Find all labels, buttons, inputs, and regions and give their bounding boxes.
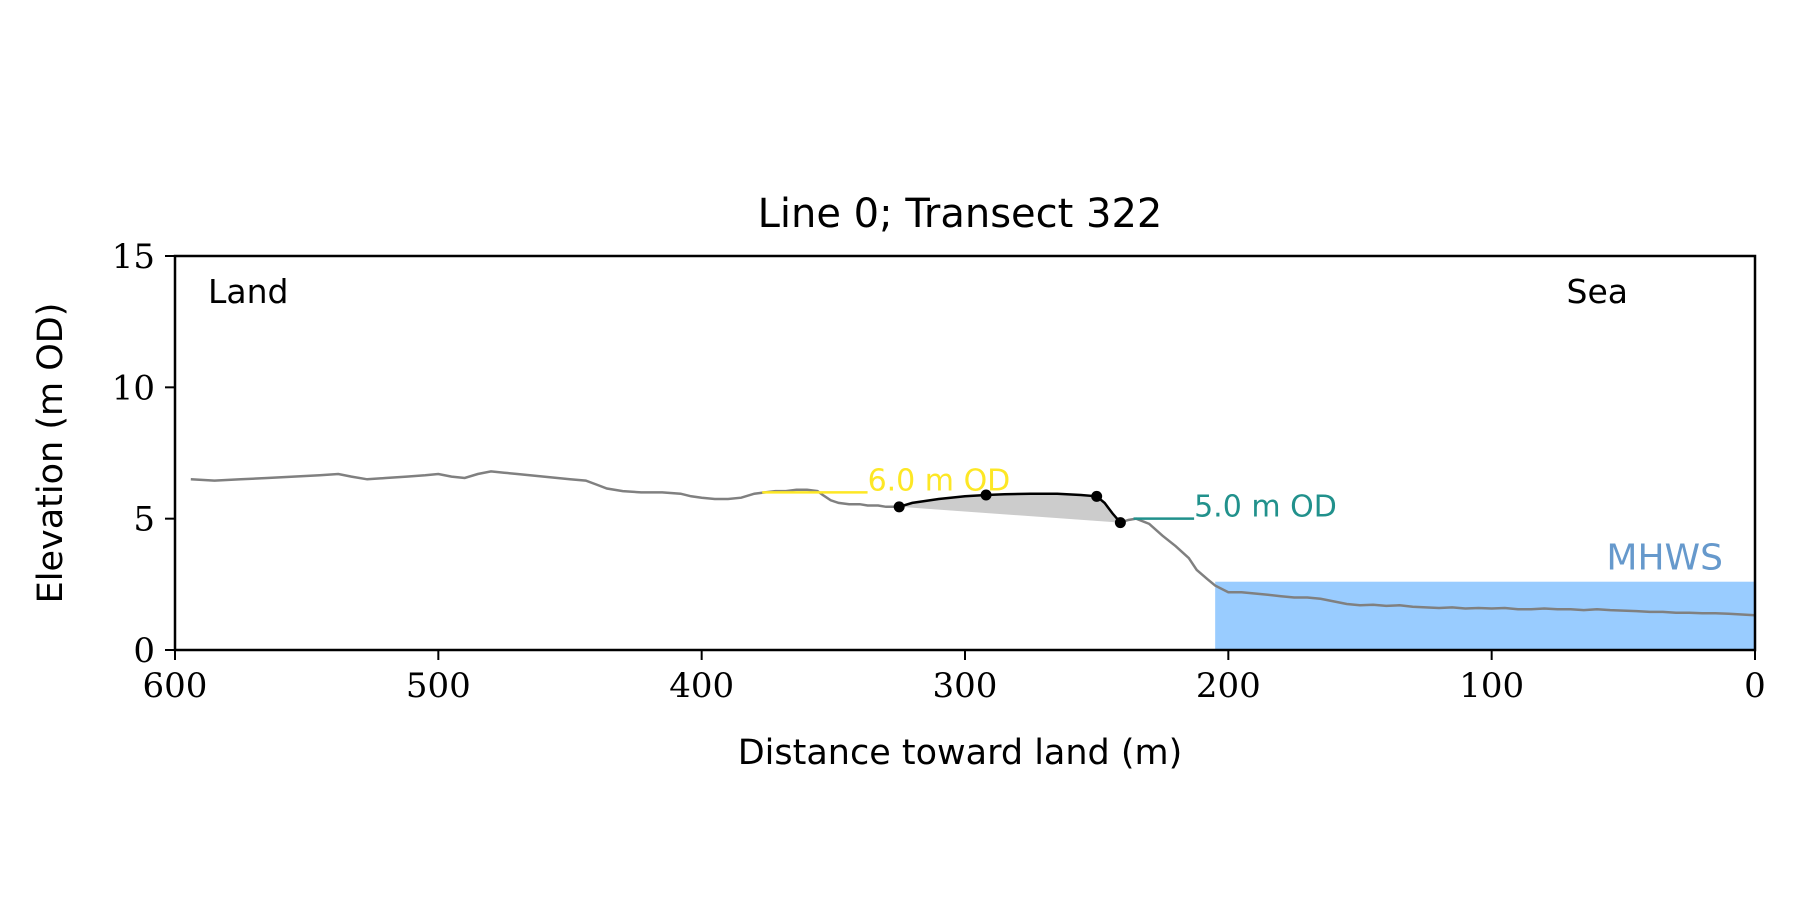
profile-line-land [190,470,900,509]
dune-line [898,492,1122,524]
profile-line-sea [1120,517,1756,617]
axes: 600 500 400 300 200 100 0 0 5 10 15 [112,237,1766,706]
x-tick-label: 300 [933,666,998,706]
x-tick-label: 0 [1744,666,1766,706]
mhws-band [1215,581,1755,650]
dune-point [1091,490,1103,502]
chart-title: Line 0; Transect 322 [758,191,1163,237]
y-tick-label: 10 [112,368,155,408]
y-tick-label: 0 [133,631,155,671]
y-tick-label: 5 [133,500,155,540]
x-tick-label: 400 [669,666,734,706]
x-tick-label: 200 [1196,666,1261,706]
dune-point [893,501,905,513]
dune-area-fill [899,493,1121,523]
x-tick-label: 100 [1459,666,1524,706]
y-axis-label: Elevation (m OD) [31,303,71,604]
corner-label-sea: Sea [1567,272,1628,311]
level-label: 6.0 m OD [868,463,1011,498]
x-tick-label: 500 [406,666,471,706]
corner-label-land: Land [208,272,288,311]
mhws-label: MHWS [1606,538,1723,579]
x-tick-label: 600 [143,666,208,706]
level-label: 5.0 m OD [1194,490,1337,525]
y-tick-label: 15 [112,237,155,277]
dune-point [980,489,992,501]
plot-area: MHWS 6.0 m OD 5.0 m OD [190,463,1756,650]
x-axis-label: Distance toward land (m) [738,733,1183,773]
dune-point [1114,517,1126,529]
